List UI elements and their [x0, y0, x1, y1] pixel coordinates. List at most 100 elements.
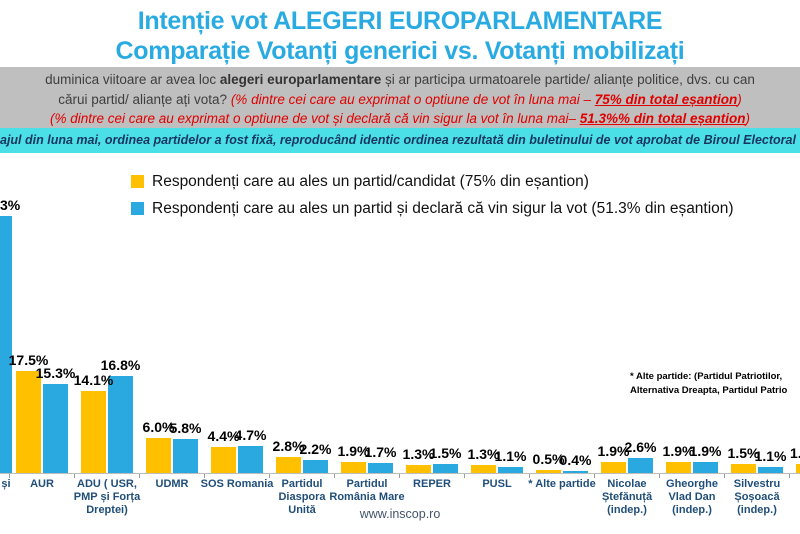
bar-yellow — [16, 371, 41, 473]
bar-value-label: 0.5% — [532, 451, 565, 467]
bar-blue — [758, 467, 783, 473]
bar-value-label: 1.7% — [364, 444, 397, 460]
axis-tick — [74, 474, 75, 478]
x-axis-label: REPER — [413, 478, 451, 490]
bar-value-label: 1.3% — [402, 446, 435, 462]
axis-tick — [139, 474, 140, 478]
bar-yellow — [536, 470, 561, 473]
x-axis-label: SOS Romania — [200, 478, 274, 490]
footnote-alte-partide: * Alte partide: (Partidul Patriotilor, A… — [630, 370, 800, 397]
bar-yellow — [406, 465, 431, 473]
footnote-line1: * Alte partide: (Partidul Patriotilor, — [630, 371, 783, 382]
bar-value-label: 15.3% — [35, 365, 76, 381]
bar-blue — [303, 460, 328, 473]
x-axis-label: UDMR — [155, 478, 189, 490]
bar-blue — [0, 216, 12, 473]
bar-value-label: 3% — [0, 197, 21, 213]
bar-yellow — [81, 391, 106, 473]
bar-value-label: 1.5% — [727, 445, 760, 461]
x-axis-label: și — [1, 478, 11, 490]
axis-tick — [204, 474, 205, 478]
axis-tick — [594, 474, 595, 478]
x-axis-label: Partidul Diaspora Unită — [278, 478, 326, 516]
axis-tick — [464, 474, 465, 478]
bar-value-label: 1.3% — [467, 446, 500, 462]
bar-blue — [238, 446, 263, 473]
bar-value-label: 14.1% — [73, 372, 114, 388]
x-axis-line — [0, 473, 800, 474]
bar-value-label: 1.5% — [429, 445, 462, 461]
bar-value-label: 16.8% — [100, 357, 141, 373]
x-axis-label: Silvestru Șoșoacă (indep.) — [733, 478, 781, 516]
bar-value-label: 1. — [790, 445, 800, 461]
bar-yellow — [471, 465, 496, 473]
bar-value-label: 2.8% — [272, 438, 305, 454]
x-axis-label: AUR — [30, 478, 54, 490]
axis-tick — [529, 474, 530, 478]
x-axis-label: Nicolae Ștefănuță (indep.) — [601, 478, 653, 516]
bar-value-label: 4.7% — [234, 427, 267, 443]
bar-blue — [433, 464, 458, 473]
bar-yellow — [796, 464, 800, 473]
legend-item-generic-voters: Respondenți care au ales un partid/candi… — [131, 168, 734, 195]
page-title-line1: Intenție vot ALEGERI EUROPARLAMENTARE — [137, 7, 663, 35]
axis-tick — [789, 474, 790, 478]
page-title: Intenție vot ALEGERI EUROPARLAMENTARE Co… — [0, 6, 800, 66]
bar-blue — [628, 458, 653, 473]
bar-blue — [563, 471, 588, 473]
bar-value-label: 0.4% — [559, 452, 592, 468]
bar-yellow — [146, 438, 171, 473]
bar-value-label: 1.1% — [494, 448, 527, 464]
bar-value-label: 2.6% — [624, 439, 657, 455]
bar-yellow — [601, 462, 626, 473]
bar-yellow — [731, 464, 756, 473]
legend-swatch-blue-icon — [131, 202, 144, 215]
bar-value-label: 1.9% — [689, 443, 722, 459]
legend: Respondenți care au ales un partid/candi… — [131, 168, 734, 222]
method-strip: ajul din luna mai, ordinea partidelor a … — [0, 128, 800, 153]
bar-value-label: 6.0% — [142, 419, 175, 435]
question-box: duminica viitoare ar avea loc alegeri eu… — [0, 67, 800, 128]
legend-label: Respondenți care au ales un partid și de… — [152, 199, 734, 217]
axis-tick — [9, 474, 10, 478]
bar-value-label: 4.4% — [207, 428, 240, 444]
axis-tick — [334, 474, 335, 478]
bar-yellow — [341, 462, 366, 473]
x-axis-label: PUSL — [482, 478, 512, 490]
axis-tick — [269, 474, 270, 478]
bar-yellow — [666, 462, 691, 473]
footnote-line2: Alternativa Dreapta, Partidul Patrio — [630, 384, 788, 396]
bar-blue — [108, 376, 133, 473]
page-title-line2: Comparație Votanți generici vs. Votanți … — [115, 37, 685, 65]
x-axis-label: Gheorghe Vlad Dan (indep.) — [666, 478, 718, 516]
bar-blue — [368, 463, 393, 473]
legend-item-mobilized-voters: Respondenți care au ales un partid și de… — [131, 195, 734, 222]
bar-yellow — [276, 457, 301, 473]
bar-value-label: 1.9% — [337, 443, 370, 459]
legend-label: Respondenți care au ales un partid/candi… — [152, 172, 589, 190]
bar-value-label: 17.5% — [8, 352, 49, 368]
x-axis-label: Partidul România Mare — [329, 478, 405, 503]
bar-value-label: 1.9% — [662, 443, 695, 459]
bar-blue — [173, 439, 198, 473]
question-line-1: duminica viitoare ar avea loc alegeri eu… — [45, 72, 755, 87]
bar-blue — [43, 384, 68, 473]
legend-swatch-yellow-icon — [131, 175, 144, 188]
axis-tick — [724, 474, 725, 478]
question-line-3: (% dintre cei care au exprimat o optiune… — [49, 111, 751, 126]
axis-tick — [659, 474, 660, 478]
website-url: www.inscop.ro — [359, 507, 441, 521]
question-line-2: cărui partid/ alianțe ați vota? (% dintr… — [58, 91, 742, 107]
x-axis-label: ADU ( USR, PMP și Forța Dreptei) — [73, 478, 141, 516]
bar-value-label: 1.1% — [754, 448, 787, 464]
bar-value-label: 2.2% — [299, 441, 332, 457]
bar-value-label: 5.8% — [169, 420, 202, 436]
bar-yellow — [211, 447, 236, 473]
x-axis-label: * Alte partide — [528, 478, 596, 490]
bar-blue — [498, 467, 523, 473]
axis-tick — [399, 474, 400, 478]
bar-blue — [693, 462, 718, 473]
bar-value-label: 1.9% — [597, 443, 630, 459]
